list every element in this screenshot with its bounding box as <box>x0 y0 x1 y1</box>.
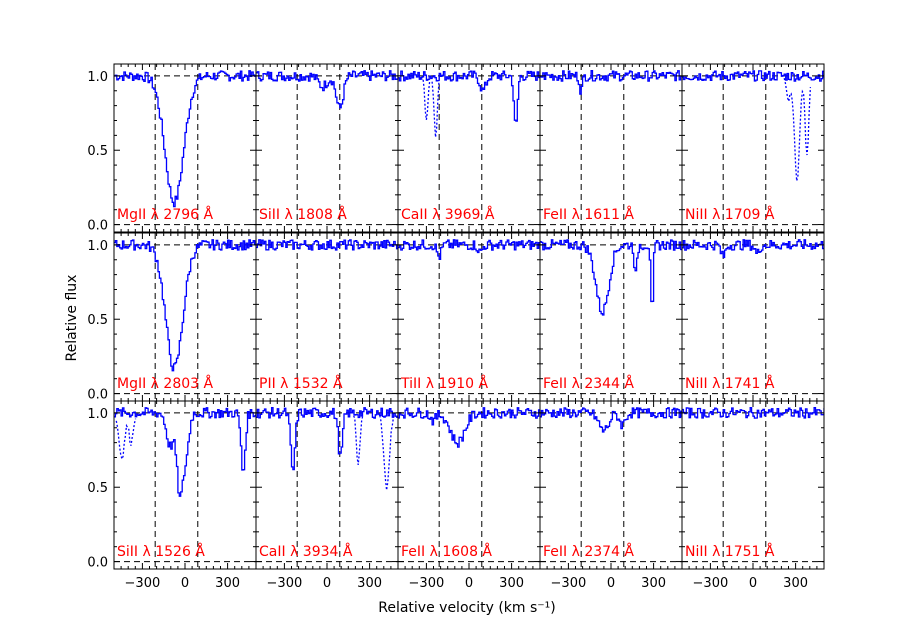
spectrum-line <box>682 407 824 419</box>
spectrum-panel: MgII λ 2796 Å 0.0 0.5 1.0 <box>87 63 257 234</box>
x-tick-label: −300 <box>693 576 729 591</box>
spectrum-line <box>256 70 398 109</box>
x-tick-label: 300 <box>357 576 382 591</box>
x-tick-label: 300 <box>499 576 524 591</box>
spectrum-line <box>540 407 682 433</box>
panel-label: NiII λ 1751 Å <box>685 543 775 560</box>
spectrum-panel: FeII λ 1611 Å <box>539 63 683 233</box>
x-tick-label: 300 <box>641 576 666 591</box>
blend-line <box>353 415 395 491</box>
panel-label: NiII λ 1709 Å <box>685 206 775 223</box>
panel-label: FeII λ 2344 Å <box>543 375 634 392</box>
panel-label: NiII λ 1741 Å <box>685 375 775 392</box>
x-tick-label: −300 <box>551 576 587 591</box>
y-tick-label: 0.0 <box>87 556 108 571</box>
x-tick-label: 0 <box>607 576 615 591</box>
y-tick-label: 0.0 <box>87 388 108 403</box>
panel-label: CaII λ 3934 Å <box>259 543 353 560</box>
spectrum-line <box>540 70 682 95</box>
y-axis-label: Relative flux <box>64 275 80 362</box>
spectrum-panel: SiII λ 1526 Å 0.0 0.5 1.0 −300 0 300 <box>87 400 257 591</box>
x-tick-label: 0 <box>749 576 757 591</box>
panel-label: SiII λ 1808 Å <box>259 206 347 223</box>
spectrum-panel: MgII λ 2803 Å 0.0 0.5 1.0 <box>87 232 257 403</box>
spectrum-panel: CaII λ 3934 Å −300 0 300 <box>255 400 399 591</box>
spectrum-panel: CaII λ 3969 Å <box>397 63 541 233</box>
spectrum-line <box>114 70 256 208</box>
x-tick-label: −300 <box>125 576 161 591</box>
x-tick-label: 300 <box>215 576 240 591</box>
y-tick-label: 0.5 <box>87 313 108 328</box>
panel-label: FeII λ 1608 Å <box>401 543 492 560</box>
spectrum-panel: FeII λ 1608 Å −300 0 300 <box>397 400 541 591</box>
spectrum-line <box>256 407 398 471</box>
x-tick-label: 0 <box>181 576 189 591</box>
panel-label: SiII λ 1526 Å <box>117 543 205 560</box>
y-tick-label: 1.0 <box>87 407 108 422</box>
spectrum-line <box>540 239 682 316</box>
spectrum-panel: FeII λ 2344 Å <box>539 232 683 402</box>
x-axis-label: Relative velocity (km s⁻¹) <box>378 600 556 616</box>
y-tick-label: 1.0 <box>87 70 108 85</box>
y-tick-label: 0.5 <box>87 144 108 159</box>
spectrum-line <box>398 407 540 448</box>
panel-label: MgII λ 2803 Å <box>117 375 213 392</box>
blend-line <box>772 78 822 181</box>
x-tick-label: 0 <box>323 576 331 591</box>
spectrum-panel: PII λ 1532 Å <box>255 232 399 402</box>
y-tick-label: 1.0 <box>87 239 108 254</box>
panel-label: TiII λ 1910 Å <box>400 375 489 392</box>
blend-line <box>115 414 256 461</box>
x-tick-label: −300 <box>267 576 303 591</box>
spectrum-panel: SiII λ 1808 Å <box>255 63 399 233</box>
x-tick-label: −300 <box>409 576 445 591</box>
spectrum-line <box>682 70 824 82</box>
panel-label: CaII λ 3969 Å <box>401 206 495 223</box>
panel-grid: MgII λ 2796 Å 0.0 0.5 1.0 SiII λ 1808 Å CaII … <box>87 63 825 591</box>
spectrum-line <box>398 239 540 260</box>
y-tick-label: 0.5 <box>87 481 108 496</box>
spectrum-line <box>114 239 256 372</box>
y-tick-label: 0.0 <box>87 219 108 234</box>
x-tick-label: 0 <box>465 576 473 591</box>
spectrum-line <box>114 407 256 497</box>
spectrum-panel: FeII λ 2374 Å −300 0 300 <box>539 400 683 591</box>
x-tick-label: 300 <box>783 576 808 591</box>
panel-label: MgII λ 2796 Å <box>117 206 213 223</box>
spectrum-line <box>682 239 824 259</box>
spectrum-line <box>398 70 540 122</box>
spectrum-line <box>256 239 398 251</box>
spectrum-panel: NiII λ 1709 Å <box>681 63 825 233</box>
spectrum-panel: NiII λ 1741 Å <box>681 232 825 402</box>
spectrum-panel: NiII λ 1751 Å −300 0 300 <box>681 400 825 591</box>
spectrum-panel: TiII λ 1910 Å <box>397 232 541 402</box>
panel-label: PII λ 1532 Å <box>259 375 343 392</box>
panel-label: FeII λ 1611 Å <box>543 206 634 223</box>
panel-label: FeII λ 2374 Å <box>543 543 634 560</box>
